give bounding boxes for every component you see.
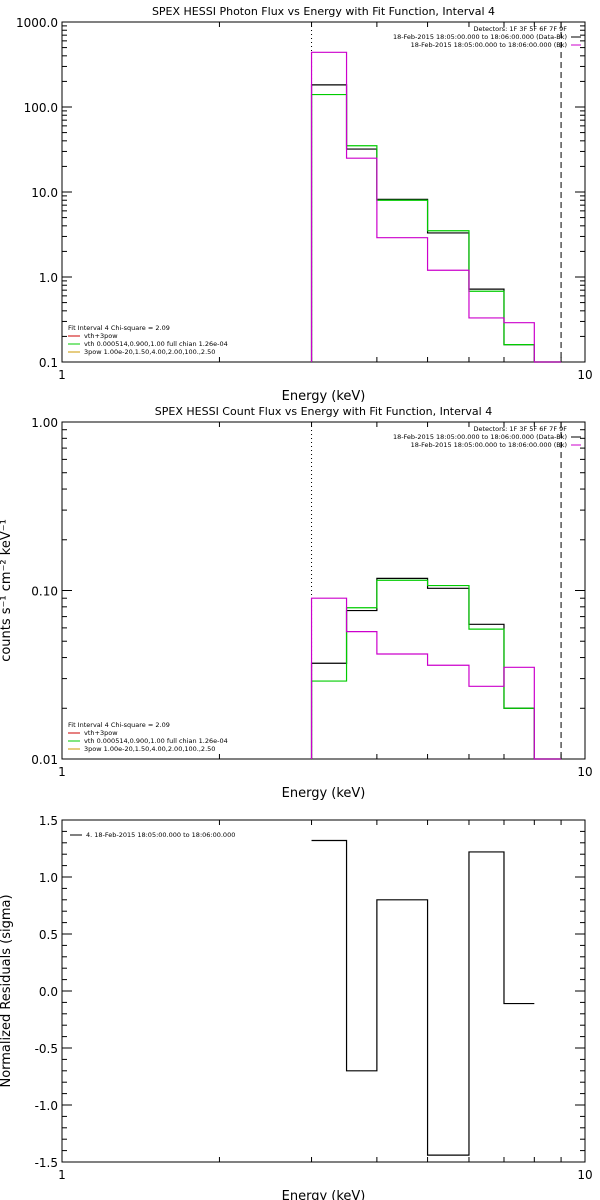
legend-bottom-left-entry: vth+3pow (84, 729, 118, 737)
y-tick-label: 10.0 (31, 186, 58, 200)
y-tick-label: 1.0 (39, 271, 58, 285)
x-tick-label: 10 (577, 1168, 592, 1182)
legend-bottom-left-entry: 3pow 1.00e-20,1.50,4.00,2.00,100.,2.50 (84, 348, 215, 356)
y-tick-label: 100.0 (24, 101, 58, 115)
series-3-step-line (310, 597, 562, 760)
x-axis-label: Energy (keV) (282, 786, 366, 801)
chart-panel-1: SPEX HESSI Photon Flux vs Energy with Fi… (16, 5, 593, 404)
y-axis-label: counts s⁻¹ cm⁻² keV⁻¹ (0, 519, 14, 662)
legend-bottom-left-entry: Fit Interval 4 Chi-square = 2.09 (68, 324, 170, 332)
chart-title: SPEX HESSI Photon Flux vs Energy with Fi… (152, 5, 495, 18)
x-tick-label: 10 (577, 368, 592, 382)
y-tick-label: 1000.0 (16, 16, 58, 30)
legend-bottom-left-entry: vth 0.000514,0.900,1.00 full chian 1.26e… (84, 737, 228, 745)
x-axis-label: Energy (keV) (282, 389, 366, 404)
x-tick-label: 10 (577, 765, 592, 779)
legend-bottom-left-entry: vth+3pow (84, 332, 118, 340)
chart-panel-3: 1 10 Energy (keV) -1.5 -1.0 -0.5 0.0 0.5 1.0 1.5 N… (0, 814, 593, 1200)
series-1-step-line (310, 84, 562, 363)
x-tick-label: 1 (58, 368, 66, 382)
y-tick-label: -1.0 (35, 1099, 58, 1113)
chart-title: SPEX HESSI Count Flux vs Energy with Fit… (155, 405, 492, 418)
y-tick-label: 1.5 (39, 814, 58, 828)
plot-frame (61, 819, 586, 1163)
legend-bottom-left-entry: vth 0.000514,0.900,1.00 full chian 1.26e… (84, 340, 228, 348)
x-axis-label: Energy (keV) (282, 1189, 366, 1200)
y-tick-label: 0.10 (31, 585, 58, 599)
y-tick-label: -1.5 (35, 1156, 58, 1170)
legend-top-right-entry: Detectors: 1F 3F 5F 6F 7F 9F (473, 25, 567, 33)
legend-top-right-entry: 18-Feb-2015 18:05:00.000 to 18:06:00.000… (393, 33, 567, 41)
legend-bottom-left-entry: 3pow 1.00e-20,1.50,4.00,2.00,100.,2.50 (84, 745, 215, 753)
x-tick-label: 1 (58, 765, 66, 779)
series-2-step-line (310, 93, 562, 363)
legend-top-right-entry: Detectors: 1F 3F 5F 6F 7F 9F (473, 425, 567, 433)
y-tick-label: -0.5 (35, 1042, 58, 1056)
y-tick-label: 0.5 (39, 928, 58, 942)
legend-top-right-entry: 18-Feb-2015 18:05:00.000 to 18:06:00.000… (393, 433, 567, 441)
legend-top-right-entry: 18-Feb-2015 18:05:00.000 to 18:06:00.000… (411, 441, 567, 449)
y-tick-label: 0.1 (39, 356, 58, 370)
series-2-step-line (310, 579, 562, 760)
y-tick-label: 1.00 (31, 416, 58, 430)
series-1-step-line (311, 839, 535, 1156)
y-tick-label: 0.0 (39, 985, 58, 999)
y-axis-label: Normalized Residuals (sigma) (0, 894, 14, 1087)
y-tick-label: 1.0 (39, 871, 58, 885)
x-tick-label: 1 (58, 1168, 66, 1182)
series-1-step-line (310, 577, 562, 760)
legend-bottom-left-entry: Fit Interval 4 Chi-square = 2.09 (68, 721, 170, 729)
chart-panel-2: SPEX HESSI Count Flux vs Energy with Fit… (0, 405, 593, 801)
legend-top-left-entry: 4. 18-Feb-2015 18:05:00.000 to 18:06:00.… (86, 831, 235, 839)
series-3-step-line (310, 51, 562, 363)
plot-frame (61, 21, 586, 363)
y-tick-label: 0.01 (31, 753, 58, 767)
legend-top-right-entry: 18-Feb-2015 18:05:00.000 to 18:06:00.000… (411, 41, 567, 49)
